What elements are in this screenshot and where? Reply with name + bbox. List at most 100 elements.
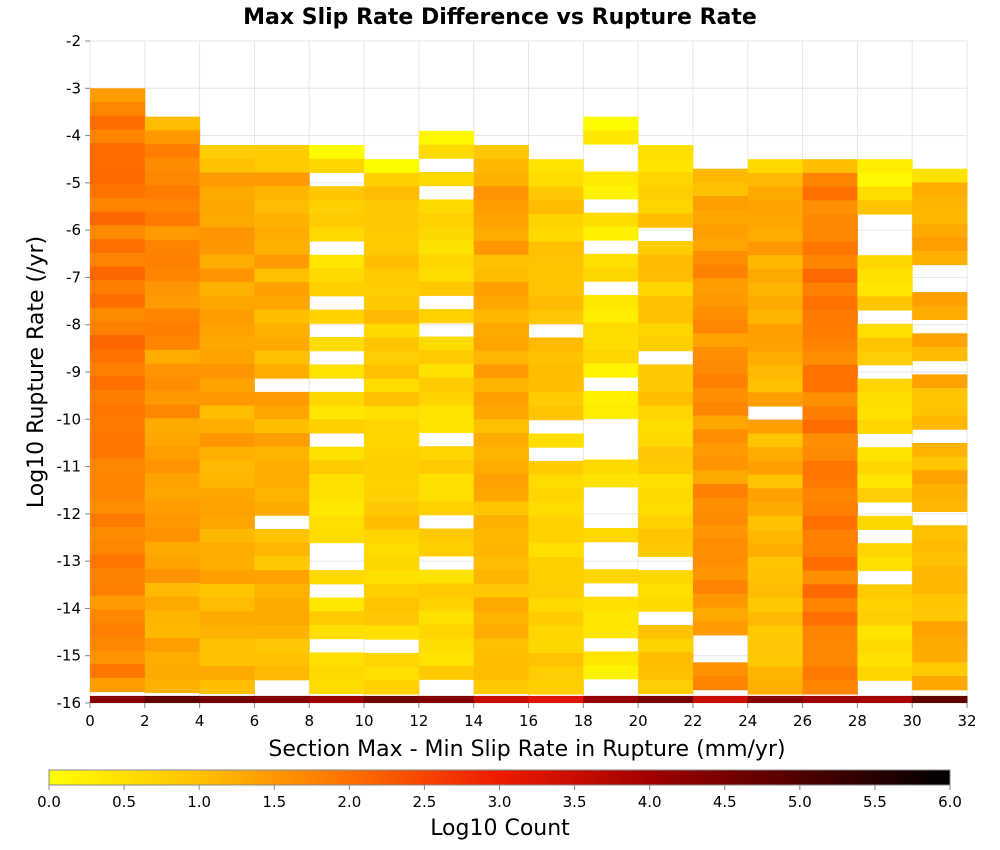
heatmap-cell: [418, 446, 475, 461]
heatmap-cell: [912, 525, 968, 540]
heatmap-cell: [473, 337, 529, 352]
heatmap-cell: [747, 502, 804, 517]
heatmap-cell: [747, 639, 804, 654]
heatmap-cell: [912, 415, 968, 430]
heatmap-cell: [473, 542, 529, 557]
heatmap-cell: [418, 226, 475, 242]
heatmap-cell: [199, 433, 255, 448]
heatmap-cell: [418, 213, 475, 228]
heatmap-cell: [638, 337, 694, 352]
heatmap-cell: [583, 596, 639, 611]
heatmap-cell: [144, 624, 201, 639]
heatmap-cell: [692, 676, 749, 691]
heatmap-cell: [528, 433, 584, 448]
heatmap-cell: [528, 474, 584, 489]
heatmap-cell: [473, 515, 529, 530]
heatmap-cell: [747, 460, 804, 476]
heatmap-cell: [857, 406, 913, 421]
heatmap-cell: [90, 225, 146, 240]
heatmap-cell: [90, 115, 146, 130]
heatmap-cell: [692, 223, 749, 238]
heatmap-cell: [199, 268, 255, 283]
heatmap-cell: [199, 515, 255, 530]
heatmap-cell: [747, 351, 804, 366]
heatmap-cell: [254, 282, 310, 297]
colorbar-tick-label: 1.0: [187, 793, 211, 811]
heatmap-cell: [747, 186, 804, 201]
heatmap-cell: [912, 292, 968, 307]
heatmap-cell: [144, 459, 201, 474]
y-tick-label: -3: [66, 79, 81, 97]
heatmap-cell: [747, 488, 804, 503]
heatmap-cell: [912, 580, 968, 595]
heatmap-cell: [90, 211, 146, 226]
heatmap-cell: [528, 186, 584, 201]
heatmap-cell: [747, 543, 804, 558]
heatmap-cell-bottom: [144, 695, 201, 703]
heatmap-cell: [199, 199, 255, 215]
heatmap-cell: [418, 583, 475, 598]
heatmap-cell: [90, 156, 146, 172]
x-tick-label: 0: [85, 712, 95, 730]
heatmap-cell: [638, 405, 694, 420]
heatmap-cell: [418, 144, 475, 159]
heatmap-cell: [638, 254, 694, 269]
heatmap-cell: [857, 515, 913, 530]
heatmap-cell: [857, 543, 913, 558]
colorbar-tick-label: 1.5: [262, 793, 286, 811]
heatmap-cell-bottom: [473, 695, 529, 703]
heatmap-cell: [638, 570, 694, 585]
heatmap-cell: [199, 282, 255, 297]
heatmap-cell: [199, 666, 255, 681]
heatmap-cell: [692, 456, 749, 471]
heatmap-cell: [418, 254, 475, 269]
heatmap-cell: [199, 638, 255, 653]
heatmap-cell: [418, 405, 475, 420]
heatmap-cell: [583, 473, 639, 488]
y-tick-label: -16: [57, 694, 82, 712]
heatmap-cell: [364, 652, 420, 668]
heatmap-cell: [638, 446, 694, 461]
heatmap-cell: [802, 474, 858, 489]
heatmap-cell: [692, 607, 749, 622]
heatmap-cell: [692, 346, 749, 362]
heatmap-cell: [418, 665, 475, 680]
heatmap-cell-bottom: [418, 695, 475, 703]
heatmap-cell: [857, 474, 913, 489]
heatmap-cell: [90, 485, 146, 501]
heatmap-cell: [912, 305, 968, 321]
heatmap-cell: [802, 351, 858, 366]
heatmap-cell: [90, 280, 146, 295]
heatmap-cell: [638, 487, 694, 503]
heatmap-cell: [309, 282, 365, 297]
heatmap-cell: [638, 295, 694, 311]
heatmap-cell: [747, 556, 804, 572]
heatmap-cell: [692, 292, 749, 307]
heatmap-cell: [638, 145, 694, 160]
heatmap-cell: [747, 337, 804, 352]
heatmap-cell: [90, 677, 146, 693]
heatmap-cell: [583, 294, 639, 310]
heatmap-cell: [638, 638, 694, 653]
heatmap-cell: [802, 680, 858, 695]
heatmap-cell: [692, 538, 749, 554]
heatmap-cell: [857, 255, 913, 270]
heatmap-cell: [638, 597, 694, 612]
heatmap-cell: [364, 447, 420, 462]
heatmap-cell: [144, 281, 201, 296]
x-tick-label: 14: [464, 712, 483, 730]
heatmap-cell: [583, 665, 639, 680]
heatmap-cell: [90, 568, 146, 583]
heatmap-cell: [528, 255, 584, 270]
colorbar-tick-label: 4.5: [713, 793, 737, 811]
heatmap-cell: [528, 241, 584, 256]
heatmap-cell: [747, 268, 804, 284]
heatmap-cell: [254, 501, 310, 516]
heatmap-cell: [364, 392, 420, 407]
heatmap-cell: [528, 268, 584, 284]
heatmap-cell-bottom: [309, 695, 365, 703]
heatmap-cell: [199, 597, 255, 612]
heatmap-cell: [912, 237, 968, 252]
heatmap-cell: [857, 460, 913, 476]
heatmap-cell: [144, 308, 201, 323]
